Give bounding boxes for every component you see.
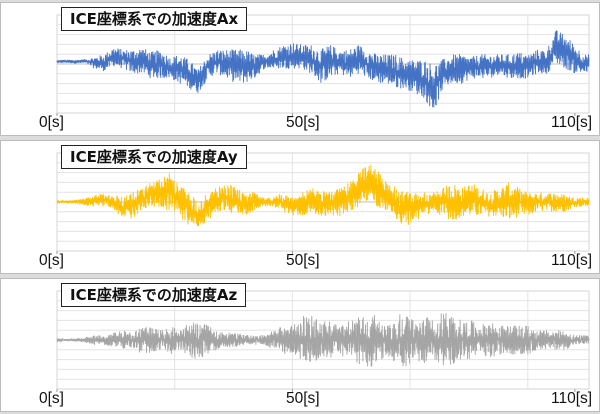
chart-title-ax: ICE座標系での加速度Ax — [61, 7, 248, 31]
series-line — [56, 164, 590, 227]
x-tick-label-50s: 50[s] — [286, 114, 320, 131]
chart-panel-ax: ICE座標系での加速度Ax 0[s] 50[s] 110[s] — [0, 2, 600, 136]
x-tick-label-50s: 50[s] — [286, 390, 320, 407]
chart-title-az: ICE座標系での加速度Az — [61, 283, 247, 307]
x-tick-label-50s: 50[s] — [286, 252, 320, 269]
chart-svg-az — [56, 290, 590, 392]
x-tick-label-110s: 110[s] — [551, 252, 593, 269]
x-tick-label-0s: 0[s] — [39, 252, 64, 269]
x-tick-label-110s: 110[s] — [551, 390, 593, 407]
chart-panel-ay: ICE座標系での加速度Ay 0[s] 50[s] 110[s] — [0, 140, 600, 274]
chart-panel-az: ICE座標系での加速度Az 0[s] 50[s] 110[s] — [0, 278, 600, 412]
x-tick-label-0s: 0[s] — [39, 390, 64, 407]
x-tick-label-0s: 0[s] — [39, 114, 64, 131]
series-line — [56, 313, 590, 367]
series-line — [56, 30, 590, 108]
x-tick-label-110s: 110[s] — [551, 114, 593, 131]
chart-title-ay: ICE座標系での加速度Ay — [61, 145, 247, 169]
